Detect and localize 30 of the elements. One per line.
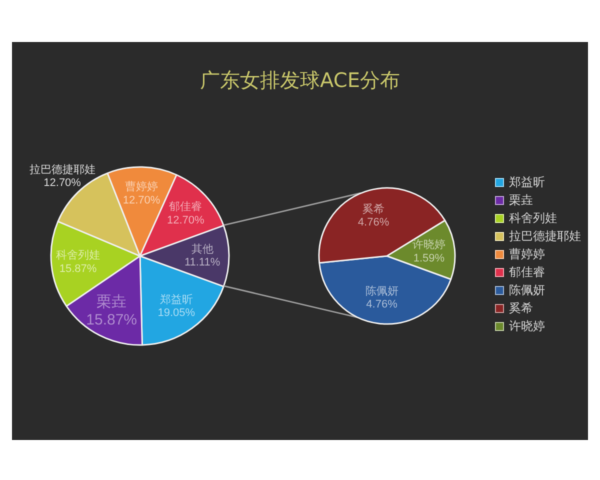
slice-label: 栗垚 [96,294,127,311]
data-label: 4.76% [366,298,398,310]
slice-label: 奚希 [362,202,385,216]
data-label: 19.05% [158,307,196,320]
legend-label: 科舍列娃 [509,210,557,228]
slice-label: 郁佳睿 [169,201,202,214]
legend-label: 郑益昕 [509,174,545,192]
slice-label: 科舍列娃 [56,250,100,262]
slice-label: 拉巴德捷耶娃 [29,162,96,176]
legend-label: 曹婷婷 [509,246,545,263]
legend-label: 栗垚 [509,192,533,210]
slice-label: 其他 [191,242,214,256]
data-label: 15.87% [86,312,138,329]
slice-label: 许晓婷 [412,238,446,252]
data-label: 12.70% [122,194,160,206]
legend-label: 郁佳睿 [509,264,545,281]
data-label: 15.87% [59,262,97,275]
legend-label: 许晓婷 [509,318,545,335]
slice-label: 郑益昕 [160,293,193,306]
data-label: 12.70% [167,214,205,226]
slice-label: 曹婷婷 [125,180,158,194]
data-label: 1.59% [413,252,445,264]
data-label: 11.11% [184,256,220,269]
data-label: 4.76% [358,216,390,229]
chart-title: 广东女排发球ACE分布 [199,67,401,94]
legend-label: 奚希 [509,300,533,317]
legend-label: 陈佩妍 [509,282,545,299]
data-label: 12.70% [44,177,82,190]
slice-label: 陈佩妍 [365,285,398,298]
legend-label: 拉巴德捷耶娃 [509,228,581,246]
